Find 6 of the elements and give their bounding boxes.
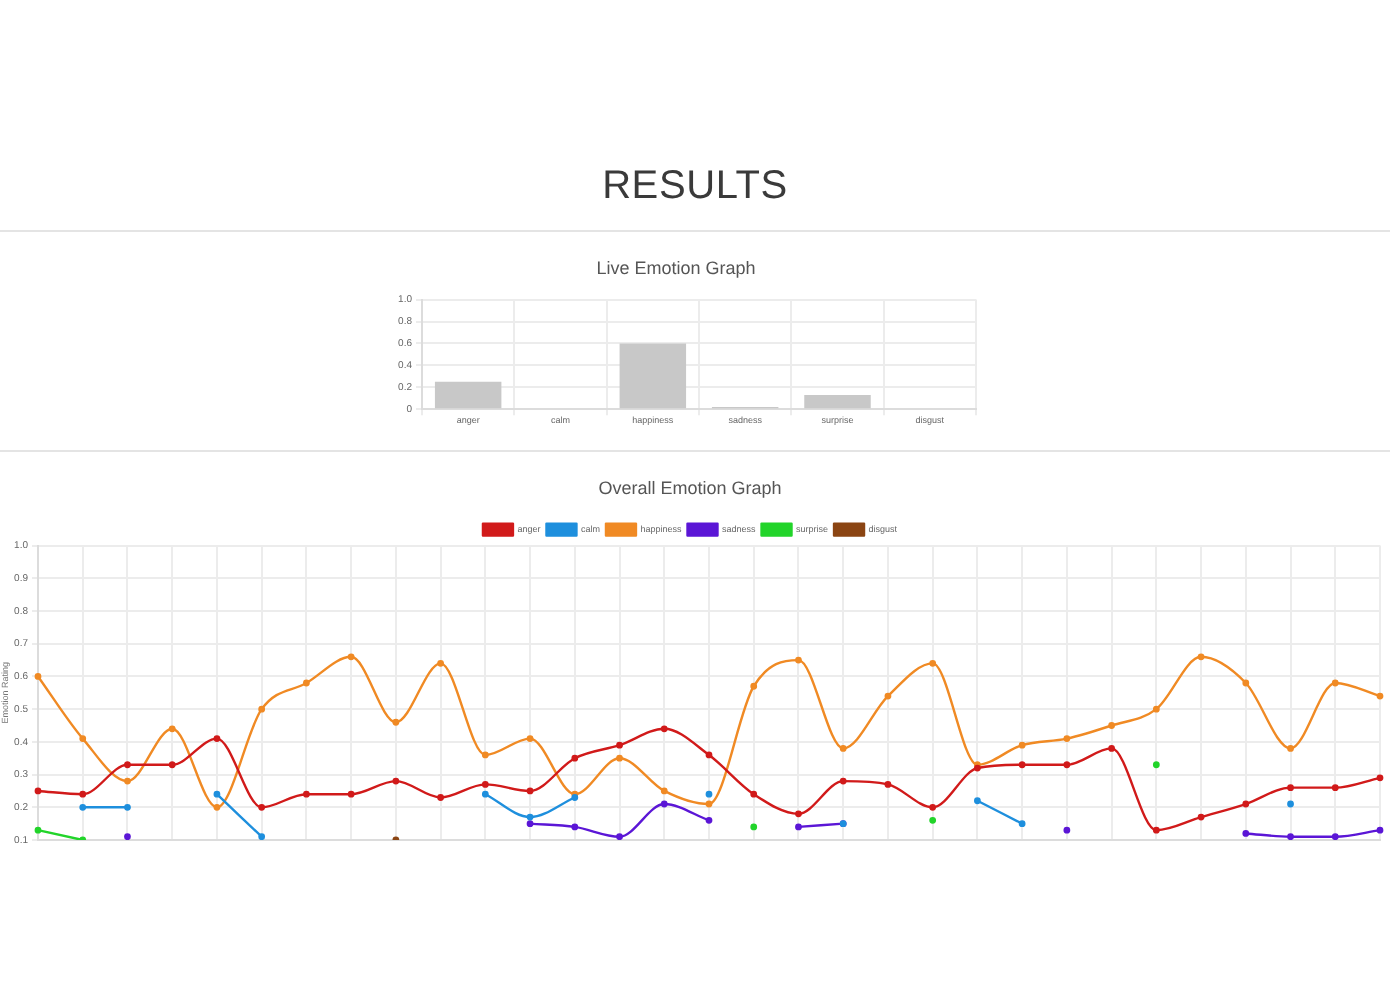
chart-title: Live Emotion Graph: [596, 257, 756, 278]
bar: [619, 343, 687, 409]
chart-title: Overall Emotion Graph: [598, 477, 782, 498]
bar: [804, 394, 871, 409]
bar: [434, 381, 502, 409]
text: RESULTS: [600, 164, 790, 210]
